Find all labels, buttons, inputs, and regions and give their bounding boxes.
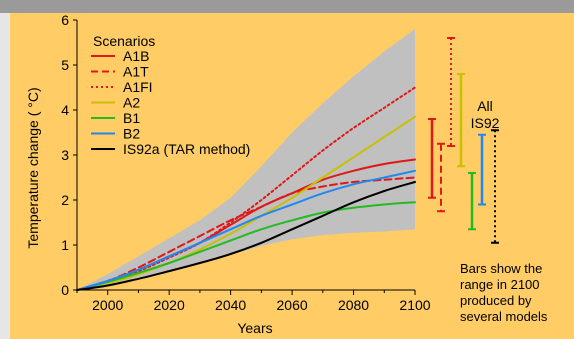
is92-label: IS92 <box>471 115 500 131</box>
x-tick-label: 2080 <box>338 297 369 313</box>
note-line-3: produced by <box>460 293 532 308</box>
legend-label-is92a-tar-method: IS92a (TAR method) <box>123 141 250 157</box>
y-tick-label: 1 <box>61 237 69 253</box>
series-line-is92a-tar-method <box>76 181 416 291</box>
y-tick-label: 5 <box>61 57 69 73</box>
y-tick-label: 4 <box>61 102 69 118</box>
range-bars <box>428 37 499 244</box>
all-label: All <box>477 98 493 114</box>
x-tick-label: 2040 <box>215 297 246 313</box>
legend-label-a2: A2 <box>123 95 140 111</box>
x-tick-label: 2060 <box>277 297 308 313</box>
note-line-1: Bars show the <box>460 261 542 276</box>
series-lines-layer <box>76 86 416 291</box>
legend-label-a1b: A1B <box>123 48 149 64</box>
temperature-projection-chart: 0 1 2 3 4 5 6 2000 2020 2040 2060 2080 2100 Scenario… <box>25 13 548 336</box>
series-line-a1fi <box>76 86 416 291</box>
x-tick-label: 2000 <box>92 297 123 313</box>
series-line-b2 <box>76 169 416 291</box>
legend-label-b2: B2 <box>123 126 140 142</box>
legend-label-a1t: A1T <box>123 64 149 80</box>
x-tick-label: 2100 <box>399 297 430 313</box>
series-line-a2 <box>76 115 416 291</box>
legend-title: Scenarios <box>93 33 155 49</box>
y-tick-label: 2 <box>61 192 69 208</box>
y-tick-label: 6 <box>61 13 69 28</box>
series-line-b1 <box>76 201 416 291</box>
uncertainty-band <box>77 29 415 290</box>
legend-label-b1: B1 <box>123 110 140 126</box>
top-bar <box>0 0 574 13</box>
annotations: All IS92 Bars show the range in 2100 pro… <box>460 98 548 324</box>
y-axis-label: Temperature change ( °C) <box>25 87 41 248</box>
axes-layer: 0 1 2 3 4 5 6 2000 2020 2040 2060 2080 2100 <box>61 13 431 313</box>
uncertainty-band-layer <box>77 29 415 290</box>
x-tick-label: 2020 <box>154 297 185 313</box>
legend-label-a1fi: A1FI <box>123 79 153 95</box>
note-line-2: range in 2100 <box>460 277 540 292</box>
series-line-a1t <box>76 176 416 291</box>
x-axis-label: Years <box>237 320 272 336</box>
chart-panel: 0 1 2 3 4 5 6 2000 2020 2040 2060 2080 2100 Scenario… <box>10 13 574 339</box>
y-tick-label: 3 <box>61 147 69 163</box>
note-line-4: several models <box>460 309 548 324</box>
y-tick-label: 0 <box>61 282 69 298</box>
